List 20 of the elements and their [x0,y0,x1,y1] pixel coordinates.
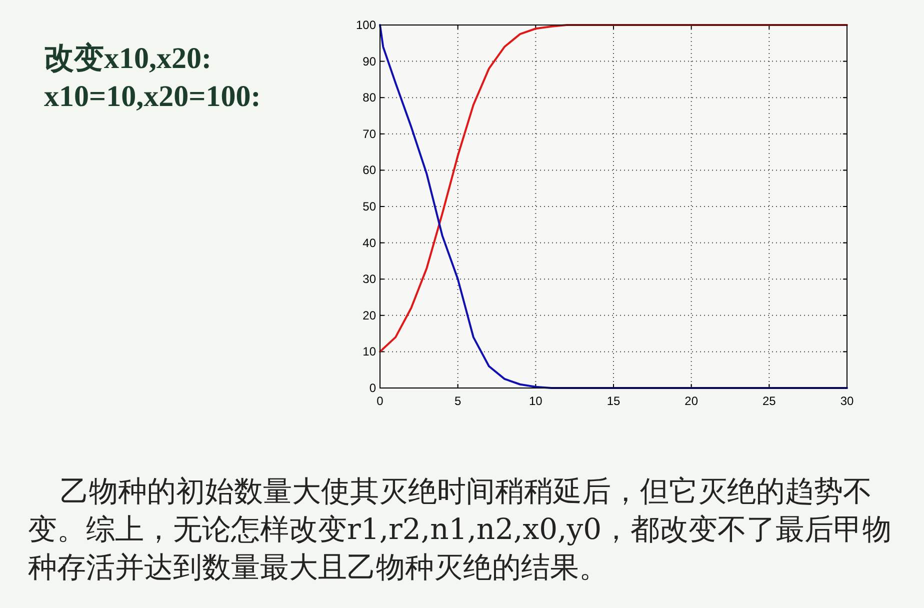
x-tick-label: 30 [840,394,854,408]
y-tick-label: 90 [362,54,376,68]
y-tick-label: 20 [362,308,376,322]
text: 乙物种的初始数量大使其灭绝时间稍稍延后，但它灭绝的趋势不变。综上，无论怎样改变r1,r2,n1,n2,x0,y0，都改变不了最后甲物种存活并达到数量最大且乙物种灭绝的结果。 [28,473,893,586]
text: 改变x10,x20: [44,41,212,77]
y-tick-label: 30 [362,272,376,286]
x-tick-label: 25 [762,394,776,408]
y-tick-label: 100 [356,18,376,32]
y-tick-label: 10 [362,344,376,359]
x-tick-label: 15 [606,394,620,408]
y-tick-label: 80 [362,90,376,105]
y-tick-label: 50 [362,200,376,214]
x-tick-label: 5 [454,394,462,408]
x-tick-label: 10 [528,394,543,408]
x-tick-label: 20 [684,394,698,408]
text: x10=10,x20=100: [44,80,261,114]
y-tick-label: 70 [362,126,376,141]
y-tick-label: 40 [362,236,376,250]
y-tick-label: 0 [369,381,376,395]
y-tick-label: 60 [362,163,376,178]
